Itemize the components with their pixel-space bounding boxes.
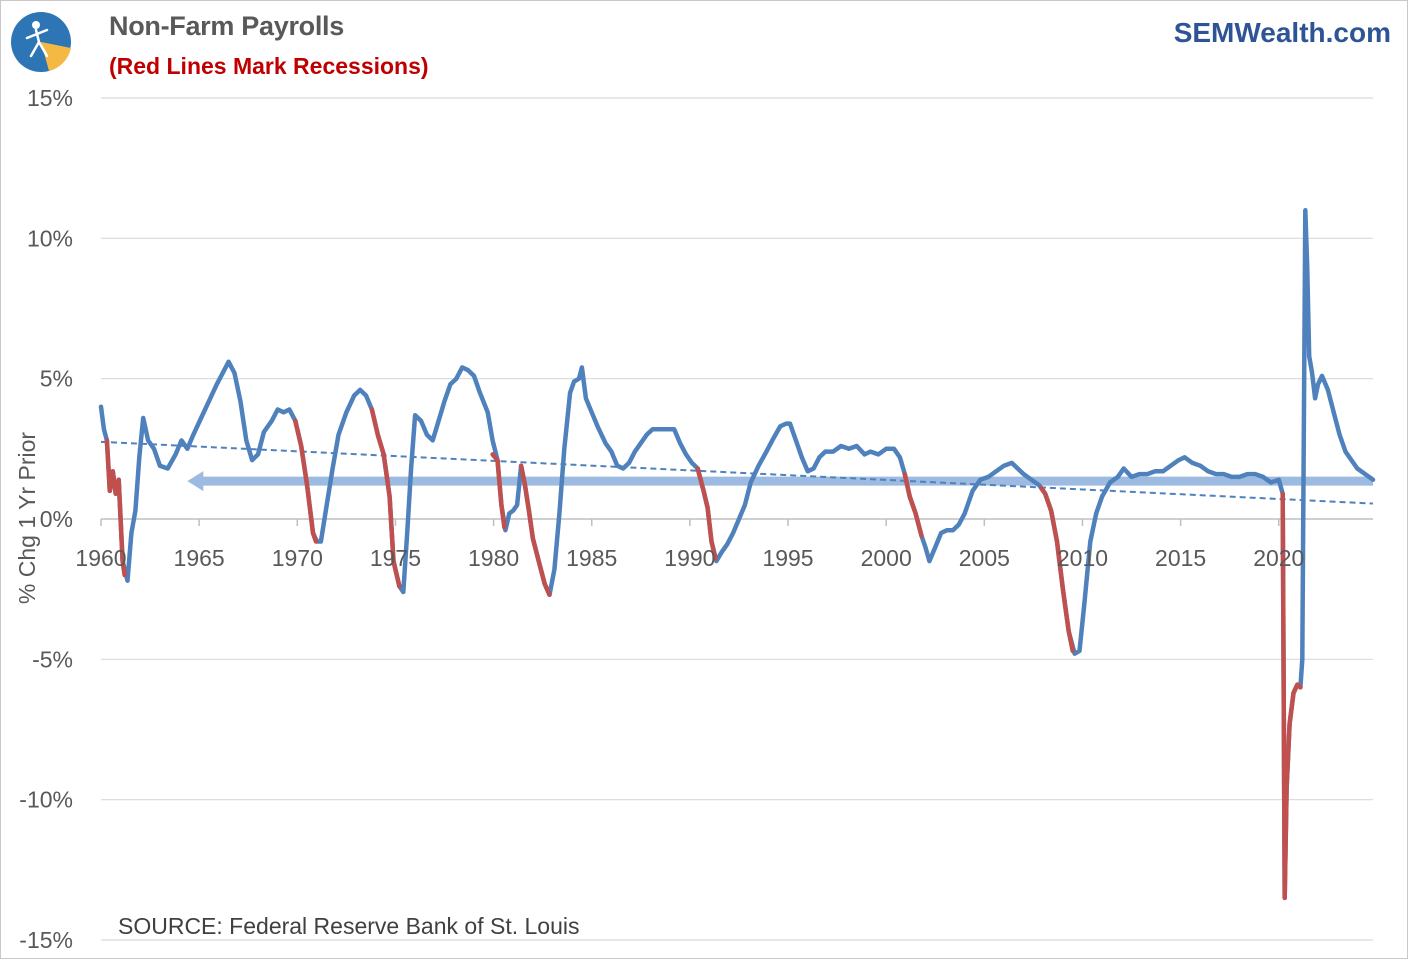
recession-segment	[518, 463, 552, 598]
recession-segment	[902, 471, 924, 539]
recession-segment	[695, 466, 718, 561]
recession-segment	[490, 452, 507, 530]
x-tick-label: 2010	[1057, 545, 1108, 571]
arrowhead	[187, 471, 204, 492]
x-tick-label: 1990	[664, 545, 715, 571]
recession-segment	[104, 438, 127, 578]
x-tick-label: 1995	[762, 545, 813, 571]
chart-title: Non-Farm Payrolls	[109, 11, 344, 41]
x-tick-label: 1985	[566, 545, 617, 571]
x-tick-label: 2015	[1155, 545, 1206, 571]
y-axis-tick-labels: 15% 10% 5% 0% -5% -10% -15%	[19, 85, 73, 953]
brand-link[interactable]: SEMWealth.com	[1173, 17, 1391, 48]
x-tick-label: 2005	[959, 545, 1010, 571]
y-tick-label: -15%	[19, 927, 73, 953]
y-tick-label: -5%	[32, 646, 73, 672]
x-axis-tick-labels: 1960 1965 1970 1975 1980 1985 1990 1995 2000 2005…	[75, 545, 1304, 571]
trend-line	[100, 440, 1374, 505]
recession-segment	[1039, 485, 1075, 654]
y-tick-label: -10%	[19, 787, 73, 813]
y-tick-label: 0%	[40, 506, 73, 532]
x-tick-label: 1980	[468, 545, 519, 571]
x-tick-label: 2000	[861, 545, 912, 571]
y-axis-label: % Chg 1 Yr Prior	[14, 432, 40, 604]
recession-segment	[293, 418, 319, 544]
x-tick-label: 1965	[174, 545, 225, 571]
semwealth-logo-icon	[11, 12, 71, 72]
recession-segment	[1280, 491, 1303, 901]
y-tick-label: 5%	[40, 366, 73, 392]
chart-subtitle: (Red Lines Mark Recessions)	[109, 53, 429, 79]
x-tick-label: 1975	[370, 545, 421, 571]
source-note: SOURCE: Federal Reserve Bank of St. Loui…	[118, 913, 579, 939]
series-layer	[98, 208, 1376, 901]
recession-segment	[369, 407, 402, 589]
x-tick-label: 2020	[1253, 545, 1304, 571]
y-tick-label: 15%	[27, 85, 73, 111]
y-tick-label: 10%	[27, 225, 73, 251]
x-tick-label: 1960	[75, 545, 126, 571]
x-tick-label: 1970	[272, 545, 323, 571]
